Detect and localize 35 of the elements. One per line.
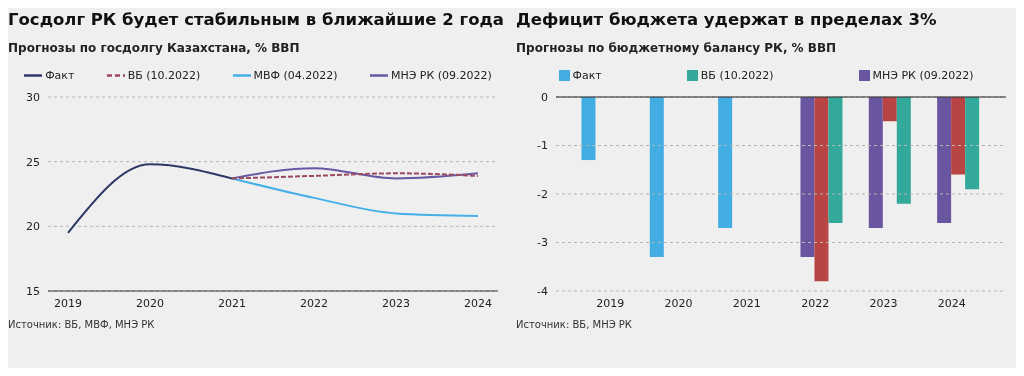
y-tick-label: 25 [26,155,40,169]
x-tick-label: 2019 [596,296,625,310]
y-tick-label: -4 [537,284,548,298]
y-tick-label: 0 [541,90,548,104]
legend-label: Факт [45,68,75,82]
x-tick-label: 2022 [300,296,328,310]
line-series [231,177,479,217]
chart-subtitle: Прогнозы по госдолгу Казахстана, % ВВП [8,41,301,55]
x-tick-label: 2023 [382,296,410,310]
y-tick-label: -3 [537,236,548,250]
x-tick-label: 2020 [664,296,693,310]
text: Источник: ВБ, МНЭ РК [516,319,633,330]
legend-label: МНЭ РК (09.2022) [390,68,492,82]
legend-label: Факт [572,68,602,82]
x-tick-label: 2022 [801,296,830,310]
x-tick-label: 2024 [464,296,492,310]
y-tick-label: 30 [26,90,40,104]
x-tick-label: 2020 [136,296,164,310]
text: Источник: ВБ, МВФ, МНЭ РК [8,319,156,330]
y-tick-label: 20 [26,220,40,234]
legend-label: ВБ (10.2022) [127,68,201,82]
x-tick-label: 2019 [54,296,82,310]
y-tick-label: -1 [537,139,548,153]
x-tick-label: 2024 [937,296,966,310]
chart-title: Дефицит бюджета удержат в пределах 3% [516,10,938,29]
legend-label: МВФ (04.2022) [253,68,338,82]
legend-label: МНЭ РК (09.2022) [872,68,974,82]
chart-title: Госдолг РК будет стабильным в ближайшие 2 года [8,10,505,29]
x-tick-label: 2023 [869,296,898,310]
legend-label: ВБ (10.2022) [700,68,774,82]
y-tick-label: 15 [26,284,40,298]
chart-subtitle: Прогнозы по бюджетному балансу РК, % ВВП [516,41,838,55]
y-tick-label: -2 [537,187,548,201]
x-tick-label: 2021 [218,296,246,310]
x-tick-label: 2021 [732,296,761,310]
